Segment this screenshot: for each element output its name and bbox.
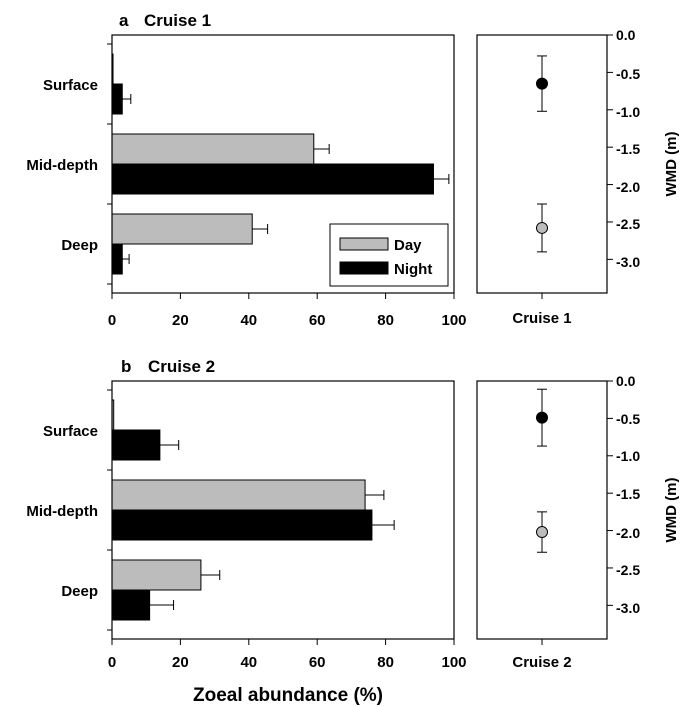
panel-b-wmd-tick--2.0: -2.0 [616, 525, 640, 541]
panel-b-wmd-tick--3.0: -3.0 [616, 600, 640, 616]
panel-b-xtick-100: 100 [441, 654, 466, 671]
panel-b-bar-night-surface [111, 429, 161, 461]
panel-b-x-axis: 0 20 40 60 80 100 [108, 654, 467, 671]
panel-b-xtick-80: 80 [377, 654, 394, 671]
panel-a-plot-frame [111, 34, 455, 294]
panel-a-wmd-points [536, 34, 613, 299]
panel-a-xtick-80: 80 [377, 312, 394, 329]
panel-a-wmd-tick--2.5: -2.5 [616, 216, 640, 232]
x-axis-title: Zoeal abundance (%) [193, 685, 383, 706]
panel-b-bar-day-mid-depth [111, 479, 366, 511]
panel-b-wmd-point-day [536, 526, 548, 539]
panel-a-xtick-0: 0 [108, 312, 116, 329]
panel-a-title: Cruise 1 [144, 11, 211, 30]
panel-b-wmd-category: Cruise 2 [512, 654, 571, 671]
panel-a-wmd-tick--2.0: -2.0 [616, 179, 640, 195]
panel-b-plot-frame [111, 380, 455, 640]
panel-b-xtick-60: 60 [309, 654, 326, 671]
legend-label-night: Night [394, 261, 432, 278]
panel-b-wmd-tick--1.5: -1.5 [616, 486, 640, 502]
panel-b-bars [107, 389, 455, 645]
panel-b-wmd-points [536, 380, 613, 645]
panel-a-bar-night-deep [111, 243, 123, 275]
panel-a-bar-day-deep [111, 213, 253, 245]
panel-a-letter: a [119, 11, 129, 30]
panel-a-wmd-tick--0.5: -0.5 [616, 66, 640, 82]
panel-b-bar-night-deep [111, 589, 151, 621]
panel-b-category-surface: Surface [43, 423, 98, 440]
panel-b-title: Cruise 2 [148, 357, 215, 376]
panel-a-xtick-100: 100 [441, 312, 466, 329]
panel-b-letter: b [121, 357, 131, 376]
panel-b-wmd-tick--0.5: -0.5 [616, 411, 640, 427]
panel-a-wmd-tick--1.0: -1.0 [616, 104, 640, 120]
panel-b-wmd-ylabel: WMD (m) [663, 478, 680, 543]
panel-a-category-mid-depth: Mid-depth [26, 157, 98, 174]
panel-b-wmd-tick-0.0: 0.0 [616, 373, 636, 389]
legend-swatch-day [339, 237, 389, 251]
panel-b-bar-night-mid-depth [111, 509, 373, 541]
legend: Day Night [329, 223, 449, 287]
panel-b-xtick-0: 0 [108, 654, 116, 671]
panel-b-wmd: 0.0 -0.5 -1.0 -1.5 -2.0 -2.5 -3.0 WMD (m… [476, 373, 680, 671]
panel-a-xtick-60: 60 [309, 312, 326, 329]
panel-a-xtick-40: 40 [240, 312, 257, 329]
legend-box [329, 223, 449, 287]
panel-b-category-deep: Deep [61, 583, 98, 600]
panel-a-wmd: 0.0 -0.5 -1.0 -1.5 -2.0 -2.5 -3.0 WMD (m… [476, 27, 680, 327]
panel-a-wmd-tick-0.0: 0.0 [616, 27, 636, 43]
panel-a-bar-day-mid-depth [111, 133, 315, 165]
panel-b-wmd-tick--1.0: -1.0 [616, 448, 640, 464]
panel-a: a Cruise 1 Surface Mid-depth Deep 0 20 4… [26, 11, 680, 329]
panel-b-xtick-40: 40 [240, 654, 257, 671]
panel-a-wmd-category: Cruise 1 [512, 310, 571, 327]
panel-b-wmd-point-night [536, 411, 548, 424]
legend-swatch-night [339, 261, 389, 275]
panel-a-wmd-point-night [536, 77, 548, 90]
panel-a-bar-night-mid-depth [111, 163, 434, 195]
panel-b-category-mid-depth: Mid-depth [26, 503, 98, 520]
panel-a-bar-night-surface [111, 83, 123, 115]
panel-a-category-deep: Deep [61, 237, 98, 254]
panel-a-xtick-20: 20 [172, 312, 189, 329]
panel-b-wmd-tick--2.5: -2.5 [616, 562, 640, 578]
legend-label-day: Day [394, 237, 422, 254]
panel-a-wmd-point-day [536, 221, 548, 234]
panel-a-category-surface: Surface [43, 77, 98, 94]
panel-a-wmd-tick--1.5: -1.5 [616, 141, 640, 157]
panel-b-bar-day-deep [111, 559, 202, 591]
panel-a-wmd-tick--3.0: -3.0 [616, 254, 640, 270]
panel-b-xtick-20: 20 [172, 654, 189, 671]
panel-b: b Cruise 2 Surface Mid-depth Deep 0 20 4… [26, 357, 680, 706]
panel-a-x-axis: 0 20 40 60 80 100 [108, 312, 467, 329]
panel-a-wmd-ylabel: WMD (m) [663, 132, 680, 197]
